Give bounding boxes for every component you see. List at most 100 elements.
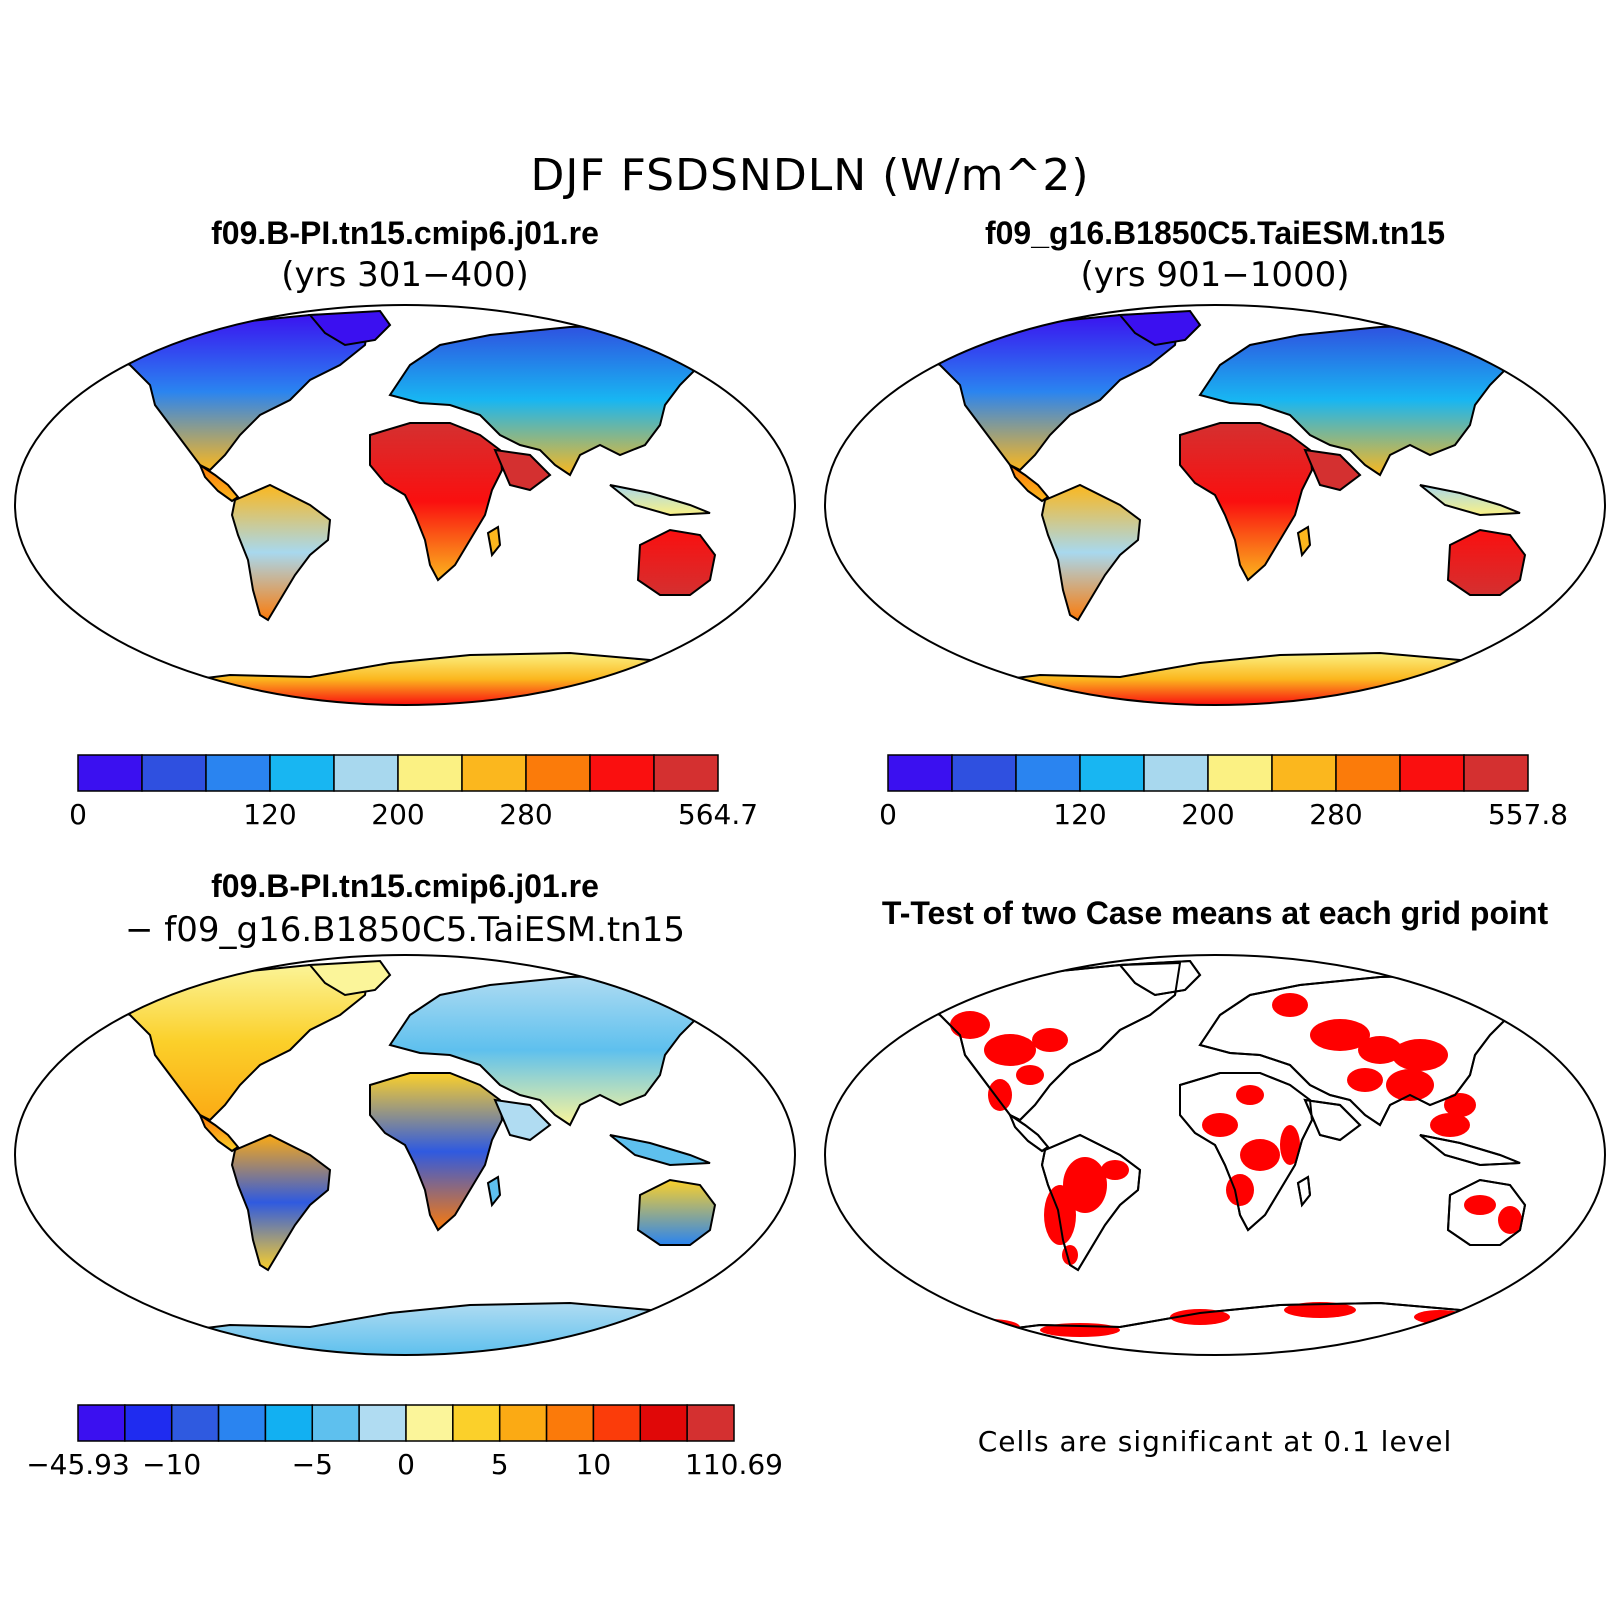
- panel-4-map-border: [824, 954, 1606, 1356]
- continent-madagascar: [1296, 525, 1312, 558]
- colorbar-swatch: [951, 754, 1017, 792]
- coastline-madagascar: [1296, 1175, 1312, 1208]
- coastline-antarctica: [919, 1301, 1564, 1355]
- colorbar-swatch: [405, 1404, 454, 1442]
- continent-south-america: [1040, 483, 1142, 622]
- panel-3-title: f09.B-PI.tn15.cmip6.j01.re: [211, 868, 599, 904]
- significant-cell: [1240, 1139, 1280, 1171]
- colorbar-swatch: [170, 1404, 220, 1442]
- significant-cell: [1392, 1039, 1448, 1071]
- colorbar-tick-label: 120: [1053, 798, 1107, 831]
- significant-cell: [1236, 1085, 1264, 1105]
- significant-cell: [1044, 1185, 1076, 1245]
- panel-2-land: [914, 309, 1564, 705]
- significant-cell: [1358, 1036, 1402, 1064]
- colorbar-tick-label: −5: [291, 1448, 333, 1481]
- significant-cell: [1444, 1093, 1476, 1117]
- panel-4-map: [824, 954, 1606, 1356]
- panel-3-colorbar: [77, 1404, 735, 1442]
- coastline-africa: [1179, 1072, 1314, 1232]
- colorbar-tick-label: 0: [69, 798, 87, 831]
- panel-1-colorbar: [77, 754, 719, 792]
- significant-cell: [1202, 1113, 1238, 1137]
- colorbar-swatch: [1463, 754, 1529, 792]
- panel-2-map-border: [824, 304, 1606, 706]
- colorbar-swatch: [461, 754, 527, 792]
- continent-antarctica: [919, 651, 1564, 705]
- colorbar-swatch: [1271, 754, 1337, 792]
- continent-madagascar: [486, 525, 502, 558]
- continent-central-america: [1007, 1112, 1050, 1153]
- colorbar-swatch: [217, 1404, 267, 1442]
- colorbar-swatch: [1335, 754, 1401, 792]
- significant-cell: [1310, 1019, 1370, 1051]
- colorbar-swatch: [358, 1404, 407, 1442]
- panel-2-subtitle: (yrs 901−1000): [1080, 255, 1350, 295]
- panel-1-map: [14, 304, 796, 706]
- significant-cell: [1498, 1206, 1522, 1234]
- figure-title: DJF FSDSNDLN (W/m^2): [530, 150, 1090, 201]
- panel-3-land: [104, 959, 754, 1355]
- colorbar-swatch: [639, 1404, 688, 1442]
- colorbar-swatch: [397, 754, 463, 792]
- colorbar-swatch: [1079, 754, 1145, 792]
- colorbar-swatch: [141, 754, 207, 792]
- significant-cell: [1272, 993, 1308, 1017]
- coastline-eurasia: [1198, 973, 1522, 1127]
- significant-cell: [1464, 1195, 1496, 1215]
- significant-cell: [1430, 1113, 1470, 1137]
- continent-indonesia: [1419, 1134, 1521, 1167]
- continent-central-america: [197, 1112, 240, 1153]
- colorbar-swatch: [592, 1404, 642, 1442]
- colorbar-swatch: [498, 1404, 548, 1442]
- panel-3-subtitle: − f09_g16.B1850C5.TaiESM.tn15: [125, 910, 685, 950]
- continent-arabia: [1303, 448, 1362, 492]
- colorbar-swatch: [545, 1404, 595, 1442]
- colorbar-swatch: [77, 1404, 126, 1442]
- colorbar-tick-label: −45.93: [26, 1448, 130, 1481]
- colorbar-tick-label: 10: [575, 1448, 612, 1481]
- coastline-indonesia: [1419, 1134, 1521, 1167]
- continent-australia: [636, 528, 717, 596]
- significant-cell: [1226, 1174, 1254, 1206]
- continent-south-america: [230, 483, 332, 622]
- colorbar-swatch: [887, 754, 953, 792]
- panel-3-map-border: [14, 954, 796, 1356]
- colorbar-swatch: [653, 754, 719, 792]
- colorbar-tick-label: 0: [879, 798, 897, 831]
- panel-3-colorbar-ticks: −45.93 −10 −5 0 5 10 110.69: [26, 1448, 783, 1488]
- panel-2-colorbar: [887, 754, 1529, 792]
- continent-indonesia: [609, 484, 711, 517]
- continent-africa: [369, 422, 504, 582]
- panel-1-land: [104, 309, 754, 705]
- significant-cell: [984, 1034, 1036, 1066]
- colorbar-tick-label: 280: [1309, 798, 1363, 831]
- continent-australia: [1446, 528, 1527, 596]
- colorbar-swatch: [1015, 754, 1081, 792]
- colorbar-tick-label: 200: [1181, 798, 1235, 831]
- continent-eurasia: [1198, 323, 1522, 477]
- colorbar-tick-label: 280: [499, 798, 553, 831]
- significant-cell: [960, 1319, 1020, 1335]
- colorbar-swatch: [333, 754, 399, 792]
- colorbar-swatch: [1399, 754, 1465, 792]
- colorbar-tick-label: 5: [490, 1448, 509, 1481]
- coastline-arabia: [1303, 1098, 1362, 1142]
- colorbar-swatch: [205, 754, 271, 792]
- continent-central-america: [197, 462, 240, 503]
- panel-2-colorbar-ticks: 0 120 200 280 557.8: [879, 798, 1568, 838]
- continent-indonesia: [1419, 484, 1521, 517]
- panel-1-colorbar-ticks: 0 120 200 280 564.7: [69, 798, 758, 838]
- coastline-south-america: [1040, 1133, 1142, 1272]
- significant-cell: [1284, 1302, 1356, 1318]
- panel-2-map: [824, 304, 1606, 706]
- continent-greenland: [307, 309, 392, 347]
- coastline-australia: [1446, 1178, 1527, 1246]
- continent-antarctica: [919, 1301, 1564, 1355]
- colorbar-tick-label: 0: [397, 1448, 415, 1481]
- colorbar-tick-label: 564.7: [677, 798, 759, 831]
- continent-greenland: [307, 959, 392, 997]
- colorbar-tick-label: 200: [371, 798, 425, 831]
- panel-4-note: Cells are significant at 0.1 level: [977, 1425, 1453, 1458]
- significant-cell: [988, 1079, 1012, 1111]
